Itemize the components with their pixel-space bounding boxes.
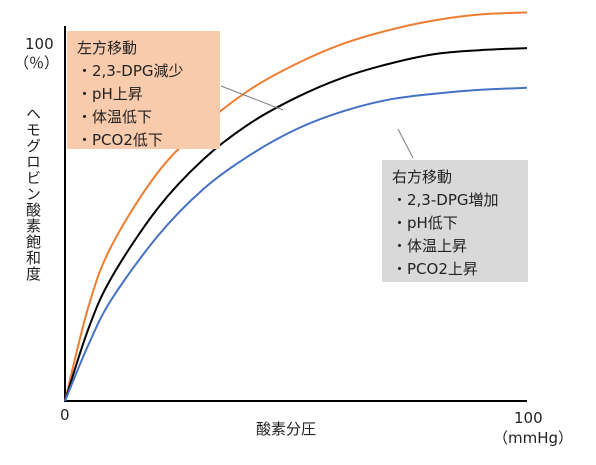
x-unit: （mmHg） — [493, 429, 574, 447]
x-tick-min: 0 — [60, 406, 70, 424]
y-tick-max: 100 — [25, 35, 54, 53]
y-axis-label: ヘモグロビン酸素飽和度 — [24, 106, 42, 282]
series-line-1 — [64, 47, 528, 402]
right-shift-item: ・体温上昇 — [392, 237, 468, 255]
x-axis-label: 酸素分圧 — [256, 420, 317, 438]
series-line-0 — [64, 11, 528, 402]
left-shift-item: ・2,3-DPG減少 — [77, 62, 184, 80]
callout-line-left — [220, 85, 284, 111]
x-tick-max: 100 — [514, 409, 543, 427]
left-shift-item: ・pH上昇 — [77, 85, 143, 103]
left-shift-title: 左方移動 — [77, 39, 138, 57]
callout-line-right — [397, 128, 414, 159]
left-shift-item: ・体温低下 — [77, 108, 153, 126]
left-shift-item: ・PCO2低下 — [77, 131, 163, 149]
left-shift-annotation: 左方移動 ・2,3-DPG減少 ・pH上昇 ・体温低下 ・PCO2低下 — [67, 31, 220, 149]
right-shift-title: 右方移動 — [392, 168, 453, 186]
right-shift-item: ・pH低下 — [392, 214, 458, 232]
y-unit: （％） — [14, 54, 60, 72]
right-shift-item: ・PCO2上昇 — [392, 260, 478, 278]
right-shift-annotation: 右方移動 ・2,3-DPG増加 ・pH低下 ・体温上昇 ・PCO2上昇 — [382, 160, 528, 282]
series-line-2 — [64, 86, 528, 402]
right-shift-item: ・2,3-DPG増加 — [392, 191, 499, 209]
